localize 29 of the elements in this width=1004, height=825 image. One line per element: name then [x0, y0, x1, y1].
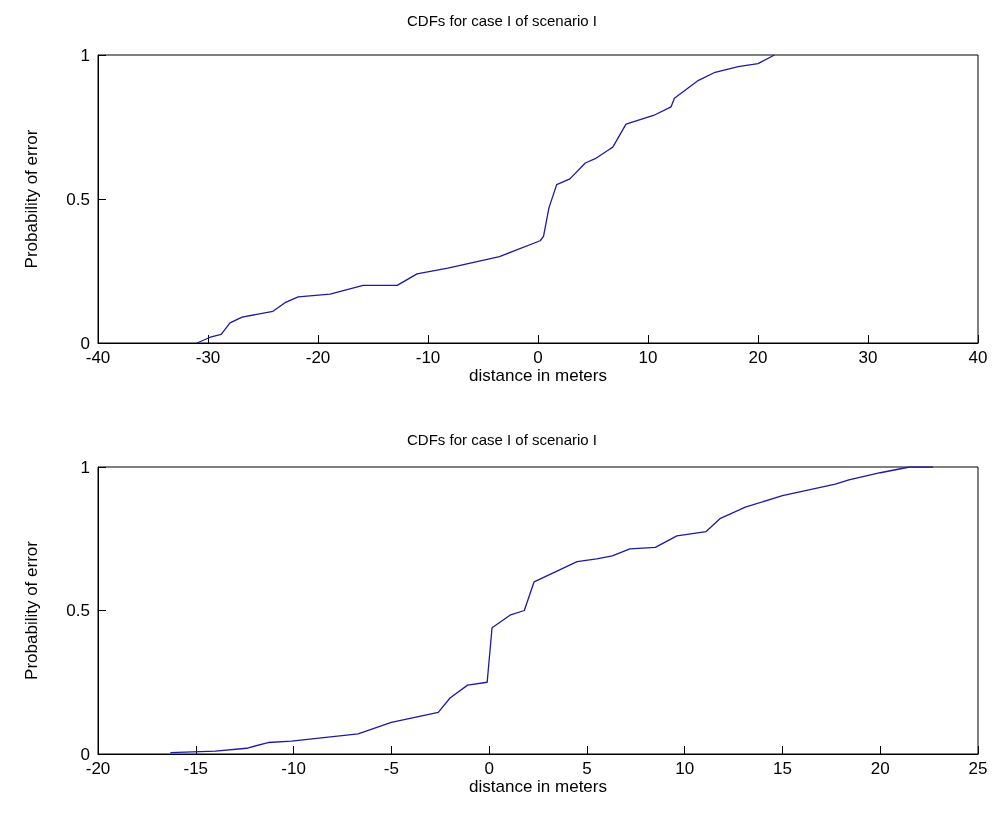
chart-title: CDFs for case I of scenario I: [406, 431, 598, 448]
x-tick-label: 10: [638, 348, 658, 367]
chart-title: CDFs for case I of scenario I: [406, 12, 598, 29]
x-tick-label: 15: [772, 759, 792, 778]
x-tick-label: -30: [195, 348, 221, 367]
x-axis-title: distance in meters: [469, 776, 607, 796]
x-tick-label: -10: [415, 348, 441, 367]
x-tick-label: 0: [484, 759, 494, 778]
line-series: [196, 54, 776, 344]
x-tick-label: 20: [870, 759, 890, 778]
x-tick-label: 25: [968, 759, 988, 778]
y-tick-label: 0.5: [66, 601, 90, 620]
y-tick-label: 0.5: [66, 189, 90, 209]
y-axis-title: Probability of error: [22, 540, 41, 680]
x-tick-label: 10: [675, 759, 695, 778]
line-series: [169, 466, 934, 754]
x-axis-title: distance in meters: [469, 365, 607, 385]
x-tick-label: -15: [183, 759, 209, 778]
x-tick-label: 5: [582, 759, 592, 778]
x-tick-label: 20: [748, 348, 768, 367]
x-tick-label: 40: [968, 348, 988, 367]
x-tick-label: 30: [858, 348, 878, 367]
x-tick-label: -20: [305, 348, 331, 367]
x-tick-label: -10: [281, 759, 306, 778]
x-tick-label: 0: [533, 348, 543, 367]
y-tick-label: 1: [80, 45, 90, 65]
x-tick-label: -5: [383, 759, 399, 778]
y-axis-title: Probability of error: [22, 129, 41, 269]
y-tick-label: 1: [80, 457, 90, 477]
